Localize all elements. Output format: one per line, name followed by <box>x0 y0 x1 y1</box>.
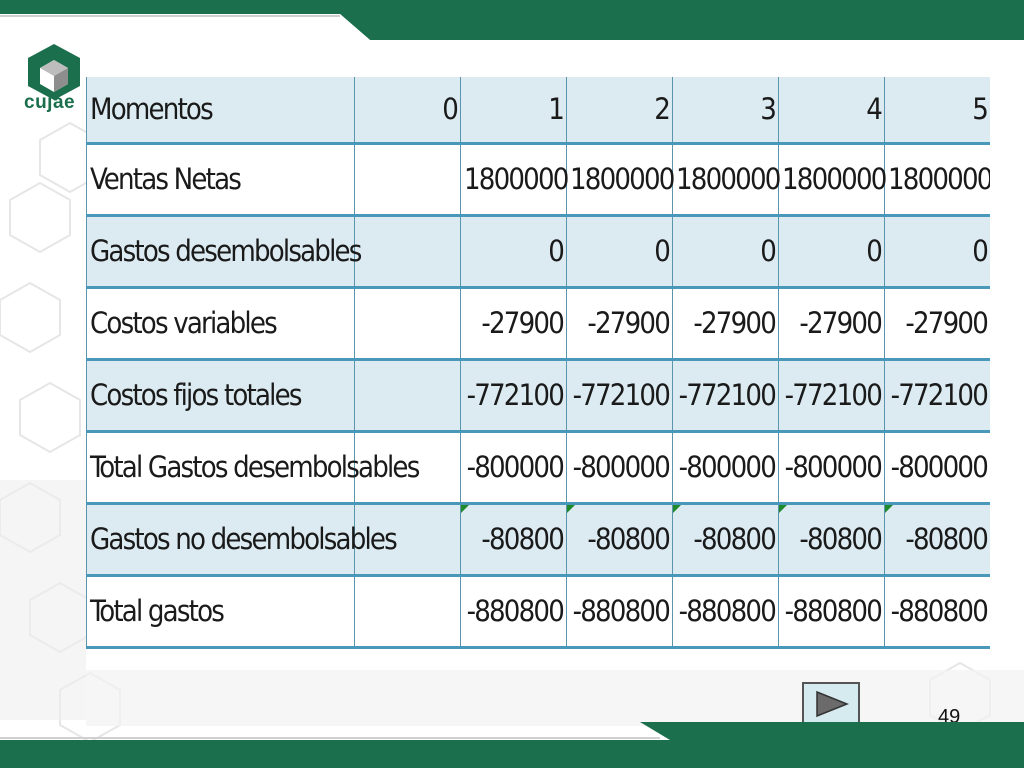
table-cell: -800000 <box>778 431 885 505</box>
table-cell: 1800000 <box>672 143 781 217</box>
header-col: 2 <box>566 77 673 145</box>
table-cell-with-error-marker[interactable]: -80800 <box>884 503 990 577</box>
table-cell: 1800000 <box>566 143 675 217</box>
table-cell: -880800 <box>778 575 885 649</box>
top-band <box>0 0 1024 40</box>
table-cell: 0 <box>672 215 779 289</box>
table-row: Ventas Netas 1800000 1800000 1800000 180… <box>86 143 990 217</box>
table-cell: 0 <box>884 215 990 289</box>
table-row: Costos fijos totales -772100 -772100 -77… <box>86 359 990 433</box>
table-cell: -772100 <box>460 359 567 433</box>
row-label: Ventas Netas <box>86 143 355 217</box>
table-row: Gastos no desembolsables -80800 -80800 -… <box>86 503 990 577</box>
row-label: Costos fijos totales <box>86 359 355 433</box>
table-header-row: Momentos 0 1 2 3 4 5 <box>86 77 990 145</box>
header-col: 0 <box>354 77 461 145</box>
bottom-band <box>0 722 1024 768</box>
table-cell: 1800000 <box>778 143 887 217</box>
header-col: 1 <box>460 77 567 145</box>
table-cell: 0 <box>778 215 885 289</box>
table-cell: -880800 <box>672 575 779 649</box>
next-slide-button[interactable] <box>802 682 860 724</box>
table-cell <box>354 575 461 649</box>
table-cell: -27900 <box>884 287 990 361</box>
table-row: Total gastos -880800 -880800 -880800 -88… <box>86 575 990 649</box>
table-cell-with-error-marker[interactable]: -80800 <box>460 503 567 577</box>
financial-table: Momentos 0 1 2 3 4 5 Ventas Netas 180000… <box>86 77 990 670</box>
table-cell: -27900 <box>566 287 673 361</box>
table-cell: -880800 <box>566 575 673 649</box>
table-cell <box>354 503 461 577</box>
table-cell-with-error-marker[interactable]: -80800 <box>566 503 673 577</box>
table-cell: -800000 <box>884 431 990 505</box>
table-cell <box>354 215 461 289</box>
table-cell: -800000 <box>672 431 779 505</box>
table-cell: 1800000 <box>460 143 569 217</box>
table-cell: -27900 <box>778 287 885 361</box>
header-col: 4 <box>778 77 885 145</box>
table-cell: -880800 <box>460 575 567 649</box>
row-label: Costos variables <box>86 287 355 361</box>
table-cell: -772100 <box>672 359 779 433</box>
table-row: Total Gastos desembolsables -800000 -800… <box>86 431 990 505</box>
row-label: Total gastos <box>86 575 355 649</box>
table-cell <box>354 143 461 217</box>
row-label: Total Gastos desembolsables <box>86 431 420 505</box>
table-cell-with-error-marker[interactable]: -80800 <box>778 503 885 577</box>
logo-text: cujae <box>24 92 76 113</box>
header-col: 3 <box>672 77 779 145</box>
table-cell: -800000 <box>460 431 567 505</box>
table-cell: 0 <box>460 215 567 289</box>
row-label: Gastos no desembolsables <box>86 503 398 577</box>
table-cell-with-error-marker[interactable]: -80800 <box>672 503 779 577</box>
table-cell <box>354 431 461 505</box>
table-cell: -800000 <box>566 431 673 505</box>
table-cell: -27900 <box>672 287 779 361</box>
row-label: Gastos desembolsables <box>86 215 362 289</box>
header-col: 5 <box>884 77 990 145</box>
table-cell <box>354 359 461 433</box>
table-cell: -772100 <box>778 359 885 433</box>
cujae-logo-icon <box>28 44 80 100</box>
table-cell: -772100 <box>884 359 990 433</box>
table-cell: 1800000 <box>884 143 990 217</box>
header-label: Momentos <box>86 77 355 145</box>
table-cell: -772100 <box>566 359 673 433</box>
table-cell <box>354 287 461 361</box>
table-row: Gastos desembolsables 0 0 0 0 0 <box>86 215 990 289</box>
play-triangle-icon <box>816 690 849 718</box>
table-row: Costos variables -27900 -27900 -27900 -2… <box>86 287 990 361</box>
table-cell: 0 <box>566 215 673 289</box>
table-cell: -27900 <box>460 287 567 361</box>
table-cell: -880800 <box>884 575 990 649</box>
